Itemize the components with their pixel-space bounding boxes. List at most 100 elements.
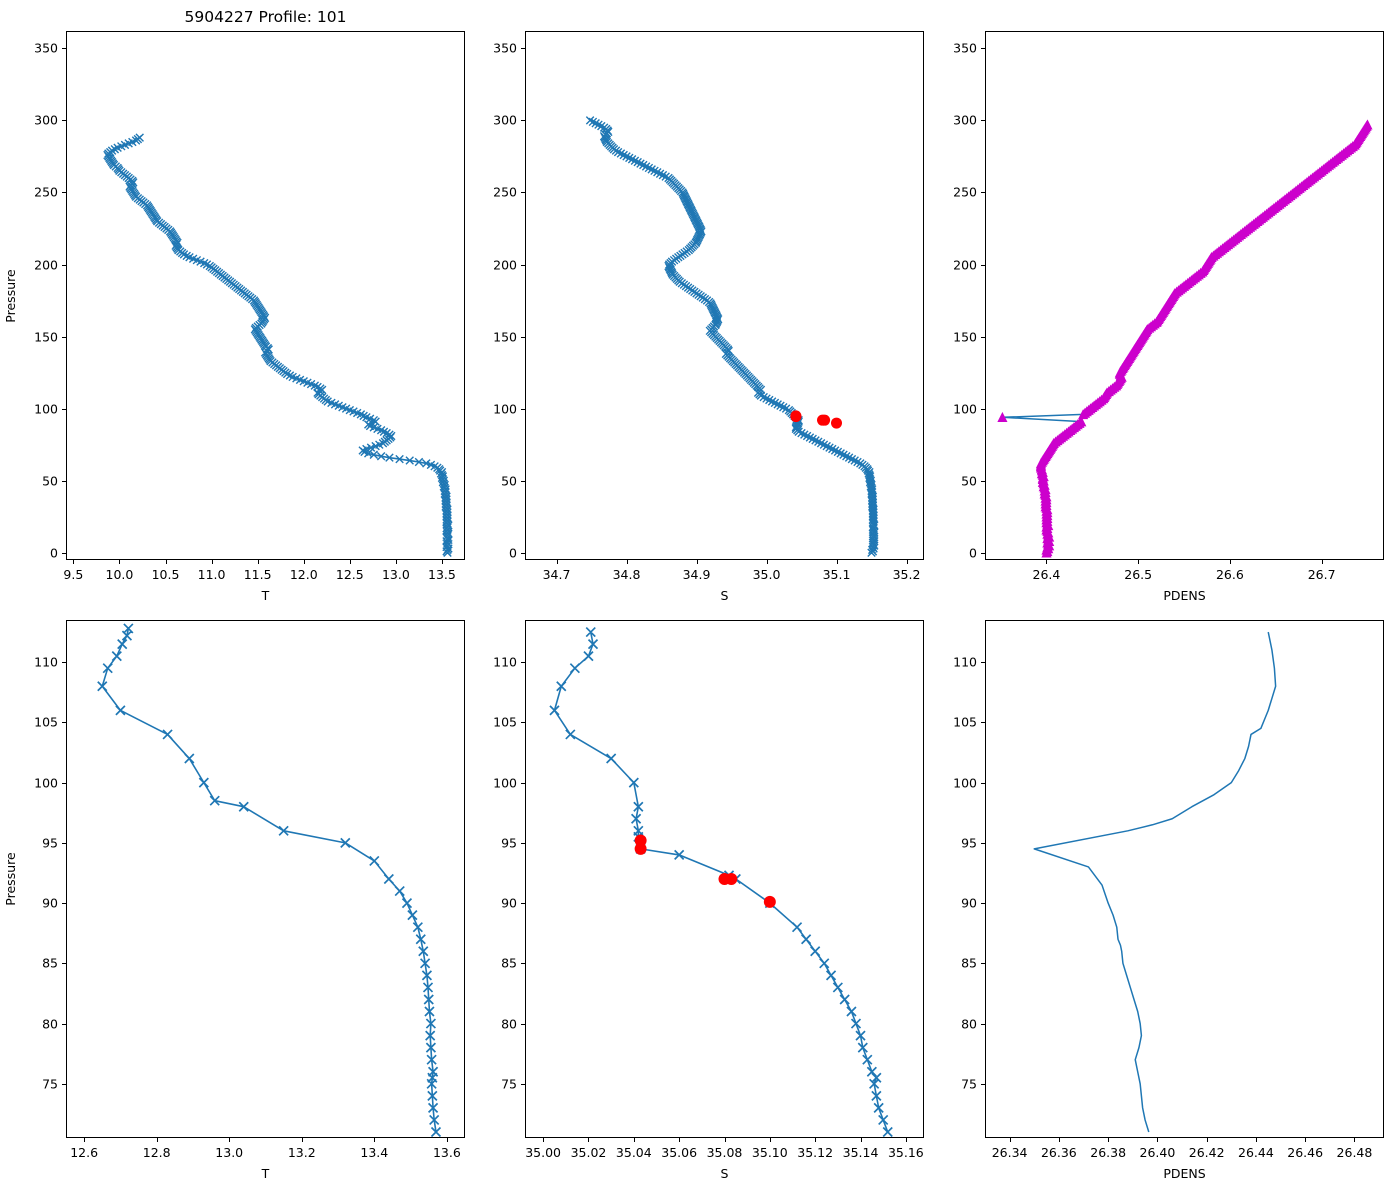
x-tickmark: [349, 560, 351, 564]
x-tickmark: [119, 560, 121, 564]
x-tick-label: 34.7: [542, 567, 571, 582]
x-tickmark: [229, 1138, 231, 1142]
x-tick-label: 26.46: [1287, 1145, 1324, 1160]
x-tickmark: [211, 560, 213, 564]
y-tickmark: [521, 120, 525, 122]
y-tickmark: [62, 1023, 66, 1025]
x-tickmark: [836, 560, 838, 564]
x-tickmark: [556, 560, 558, 564]
x-tick-label: 26.7: [1307, 567, 1336, 582]
x-tick-label: 9.5: [63, 567, 84, 582]
y-tickmark: [981, 48, 985, 50]
y-tickmark: [62, 722, 66, 724]
y-tick-label: 250: [953, 184, 977, 200]
y-tickmark: [981, 842, 985, 844]
y-tick-label: 95: [42, 835, 58, 851]
y-tickmark: [521, 192, 525, 194]
y-tickmark: [62, 192, 66, 194]
y-tick-label: 80: [961, 1016, 977, 1032]
data-line-PDENS: [1001, 124, 1369, 554]
x-tickmark: [815, 1138, 817, 1142]
x-tick-label: 35.0: [752, 567, 781, 582]
y-tick-label: 75: [961, 1076, 977, 1092]
y-tick-label: 100: [953, 401, 977, 417]
x-tickmark: [1321, 560, 1323, 564]
flagged-point-marker: [634, 842, 647, 855]
y-tick-label: 105: [493, 714, 517, 730]
x-tick-label: 26.42: [1188, 1145, 1225, 1160]
y-tick-label: 95: [501, 835, 517, 851]
y-tick-label: 200: [493, 257, 517, 272]
x-tick-label: 26.6: [1215, 567, 1244, 582]
y-tick-label: 95: [961, 835, 977, 851]
figure-suptitle: 5904227 Profile: 101: [184, 8, 347, 26]
y-tickmark: [62, 48, 66, 50]
x-tick-label: 26.34: [991, 1145, 1028, 1160]
data-line-T: [101, 628, 437, 1133]
y-tickmark: [981, 662, 985, 664]
y-tickmark: [521, 480, 525, 482]
y-tickmark: [981, 903, 985, 905]
x-tick-label: 11.5: [243, 567, 272, 582]
x-tick-label: 26.38: [1090, 1145, 1127, 1160]
x-tickmark: [1058, 1138, 1060, 1142]
x-tick-label: 13.5: [428, 567, 456, 582]
y-tick-label: 75: [501, 1076, 517, 1092]
y-tickmark: [521, 1083, 525, 1085]
x-tick-label: 12.8: [142, 1145, 171, 1160]
plot-frame: [985, 620, 1384, 1138]
plot-panel-bottom-center-salinity-zoom: [525, 620, 924, 1138]
x-tick-label: 13.4: [360, 1145, 389, 1160]
flagged-point-marker: [725, 873, 738, 885]
x-tickmark: [165, 560, 167, 564]
y-tickmark: [62, 264, 66, 266]
x-tick-label: 35.2: [892, 567, 921, 582]
plot-frame: [66, 620, 465, 1138]
x-tickmark: [626, 560, 628, 564]
y-tick-label: 85: [961, 955, 977, 971]
x-tickmark: [156, 1138, 158, 1142]
y-tick-label: 150: [493, 329, 517, 345]
y-tick-label: 80: [42, 1016, 58, 1032]
x-tickmark: [724, 1138, 726, 1142]
y-tickmark: [521, 662, 525, 664]
y-tickmark: [521, 48, 525, 50]
x-tick-label: 26.4: [1032, 567, 1061, 582]
y-tick-label: 50: [42, 473, 58, 489]
x-tick-label: 11.0: [197, 567, 226, 582]
flagged-point-marker: [790, 410, 802, 422]
y-tickmark: [521, 722, 525, 724]
y-tick-label: 300: [953, 112, 977, 128]
y-tickmark: [981, 782, 985, 784]
x-tick-label: 35.06: [661, 1145, 698, 1160]
x-tickmark: [1138, 560, 1140, 564]
x-tickmark: [906, 560, 908, 564]
x-tickmark: [441, 560, 443, 564]
y-tick-label: 300: [34, 112, 58, 128]
y-tick-label: 100: [493, 401, 517, 417]
y-tickmark: [981, 480, 985, 482]
y-tick-label: 100: [34, 401, 58, 417]
y-tickmark: [981, 1023, 985, 1025]
plot-frame: [66, 31, 465, 560]
x-tick-label: 35.08: [706, 1145, 743, 1160]
data-markers-T: [103, 133, 453, 558]
x-tick-label: 13.0: [381, 567, 410, 582]
x-tickmark: [301, 1138, 303, 1142]
x-tick-label: 35.00: [525, 1145, 562, 1160]
x-tickmark: [446, 1138, 448, 1142]
x-tick-label: 35.02: [570, 1145, 607, 1160]
y-tickmark: [981, 963, 985, 965]
flagged-point-marker: [831, 417, 842, 429]
data-markers-T: [97, 623, 442, 1138]
y-tickmark: [521, 842, 525, 844]
x-tick-label: 13.6: [432, 1145, 461, 1160]
x-tickmark: [588, 1138, 590, 1142]
y-tickmark: [62, 782, 66, 784]
x-tick-label: 10.0: [105, 567, 134, 582]
y-tick-label: 90: [961, 895, 977, 911]
plot-panel-top-right-pdens: [985, 31, 1384, 560]
y-tickmark: [521, 963, 525, 965]
x-tickmark: [1206, 1138, 1208, 1142]
